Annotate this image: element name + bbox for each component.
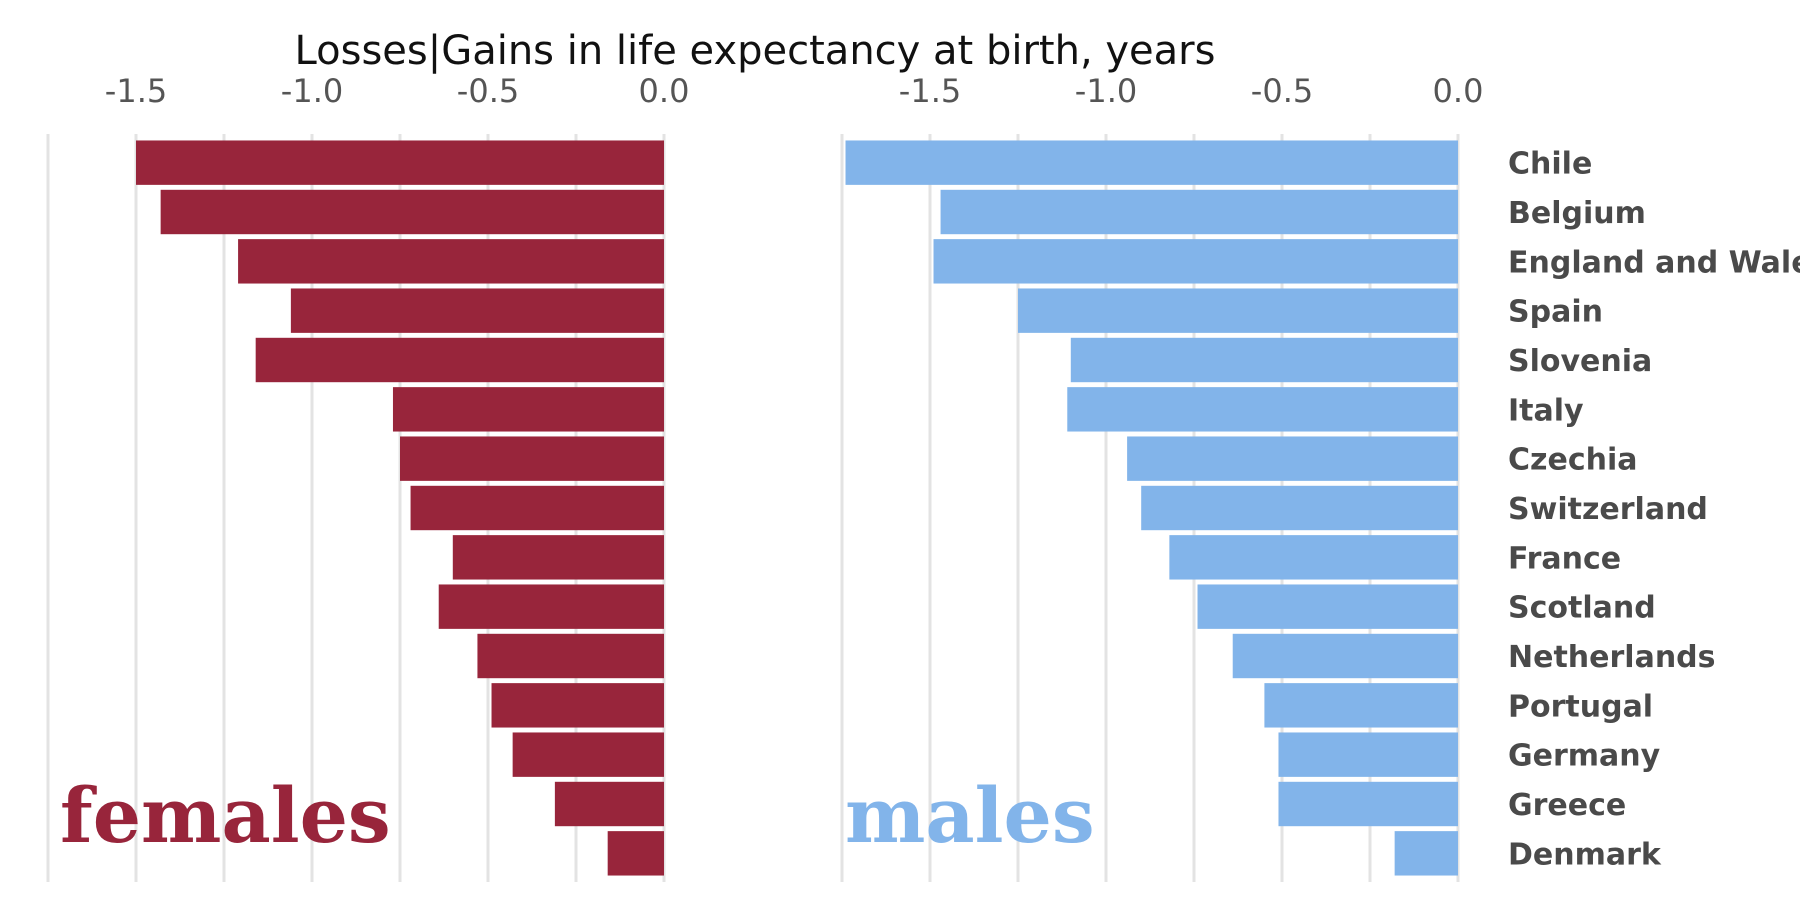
males-panel: -1.5 -1.0 -0.5 0.0 males (840, 72, 1484, 882)
country-label: Chile (1508, 147, 1592, 182)
bar-females-france (452, 535, 664, 580)
bar-females-denmark (607, 831, 664, 876)
x-tick-label: -1.5 (105, 72, 167, 110)
country-label: Italy (1508, 393, 1584, 428)
x-tick-label: -1.0 (1075, 72, 1137, 110)
country-label: Netherlands (1508, 640, 1716, 675)
bar-males-netherlands (1232, 633, 1458, 679)
bar-males-chile (845, 140, 1458, 185)
bar-males-france (1169, 535, 1458, 580)
x-tick-label: -0.5 (457, 72, 519, 110)
bar-males-switzerland (1141, 485, 1458, 531)
country-label: Germany (1508, 739, 1661, 774)
bar-females-netherlands (477, 633, 664, 679)
bar-females-portugal (491, 683, 664, 728)
panel-label-females: females (60, 771, 391, 860)
bar-males-italy (1067, 387, 1458, 432)
x-tick-label: -1.5 (899, 72, 961, 110)
bar-males-spain (1018, 288, 1458, 333)
x-tick-label: -0.5 (1251, 72, 1313, 110)
bar-males-slovenia (1070, 337, 1458, 383)
bar-females-chile (136, 140, 664, 185)
x-tick-label: -1.0 (281, 72, 343, 110)
bar-females-czechia (400, 436, 664, 481)
bar-males-scotland (1197, 584, 1458, 629)
bar-females-belgium (160, 189, 664, 235)
bar-females-scotland (438, 584, 664, 629)
country-label: Spain (1508, 295, 1603, 330)
country-labels: Chile Belgium England and Wales Spain Sloven… (1508, 147, 1800, 873)
bar-males-denmark (1394, 831, 1458, 876)
bar-females-spain (290, 288, 664, 333)
bar-females-greece (554, 781, 664, 827)
bar-males-england-and-wales (933, 239, 1458, 284)
bar-males-germany (1278, 732, 1458, 777)
bar-males-greece (1278, 781, 1458, 827)
panel-label-males: males (845, 771, 1095, 860)
bar-males-belgium (940, 189, 1458, 235)
bar-males-czechia (1127, 436, 1458, 481)
females-panel: -1.5 -1.0 -0.5 0.0 females (46, 72, 690, 882)
country-label: Switzerland (1508, 492, 1708, 527)
country-label: England and Wales (1508, 245, 1800, 280)
chart-title: Losses|Gains in life expectancy at birth… (295, 28, 1216, 74)
country-label: Czechia (1508, 443, 1638, 478)
bar-females-switzerland (410, 485, 664, 531)
bar-females-slovenia (255, 337, 664, 383)
country-label: Belgium (1508, 196, 1646, 231)
country-label: Greece (1508, 788, 1626, 823)
x-tick-label: 0.0 (639, 72, 690, 110)
country-label: Denmark (1508, 837, 1662, 872)
x-tick-label: 0.0 (1433, 72, 1484, 110)
country-label: France (1508, 541, 1621, 576)
bar-females-germany (512, 732, 664, 777)
bar-females-italy (392, 387, 664, 432)
country-label: Portugal (1508, 689, 1653, 724)
bar-females-england-and-wales (238, 239, 664, 284)
bar-males-portugal (1264, 683, 1458, 728)
country-label: Slovenia (1508, 344, 1652, 379)
country-label: Scotland (1508, 591, 1656, 626)
